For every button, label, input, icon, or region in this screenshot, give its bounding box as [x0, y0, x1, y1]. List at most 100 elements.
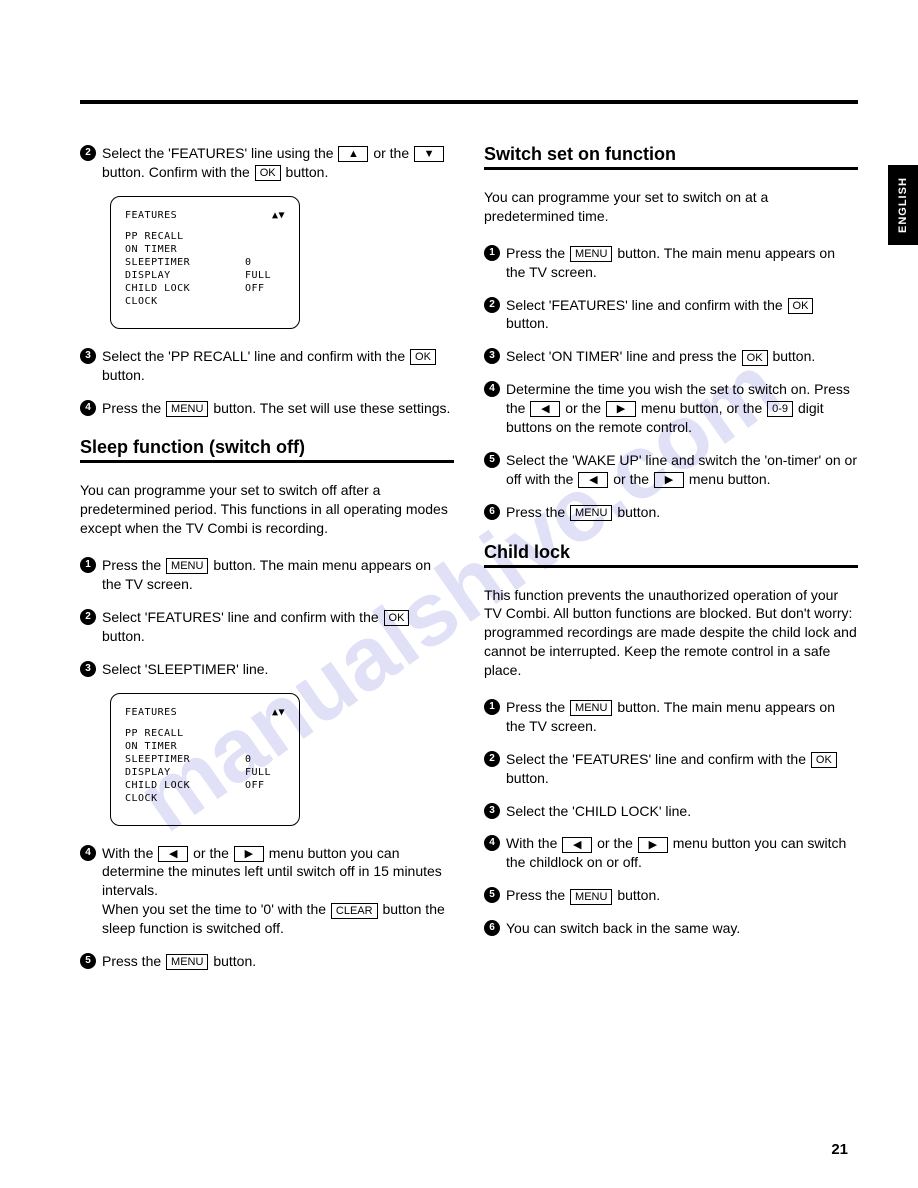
- screen-row-label: PP RECALL: [125, 230, 245, 243]
- step-text: Select the 'CHILD LOCK' line.: [506, 803, 691, 819]
- screen-row-value: [245, 230, 285, 243]
- left-column: 2 Select the 'FEATURES' line using the ▲…: [80, 144, 454, 985]
- screen-row-label: DISPLAY: [125, 766, 245, 779]
- menu-button-icon: MENU: [570, 246, 612, 262]
- switch-step-2: 2 Select 'FEATURES' line and confirm wit…: [484, 296, 858, 334]
- step-text: Press the: [102, 557, 161, 573]
- step-text: Select the 'PP RECALL' line and confirm …: [102, 348, 405, 364]
- top-divider: [80, 100, 858, 104]
- step-bullet: 2: [80, 145, 96, 161]
- step-text: button. Confirm with the: [102, 164, 250, 180]
- clear-button-icon: CLEAR: [331, 903, 378, 919]
- screen-row-label: ON TIMER: [125, 243, 245, 256]
- step-bullet: 5: [484, 452, 500, 468]
- step-bullet: 5: [484, 887, 500, 903]
- ok-button-icon: OK: [811, 752, 837, 768]
- switch-step-4: 4 Determine the time you wish the set to…: [484, 380, 858, 437]
- switch-intro: You can programme your set to switch on …: [484, 188, 858, 226]
- sleep-step-3: 3 Select 'SLEEPTIMER' line.: [80, 660, 454, 679]
- step-text: Press the: [506, 699, 565, 715]
- menu-button-icon: MENU: [570, 700, 612, 716]
- step-bullet: 1: [484, 699, 500, 715]
- step-text: button.: [617, 504, 660, 520]
- left-button-icon: ◀: [562, 837, 592, 853]
- step-text: Select the 'FEATURES' line using the: [102, 145, 334, 161]
- digits-button-icon: 0-9: [767, 401, 793, 417]
- step-text: Select the 'FEATURES' line and confirm w…: [506, 751, 806, 767]
- step-text: button.: [213, 953, 256, 969]
- sleep-step-2: 2 Select 'FEATURES' line and confirm wit…: [80, 608, 454, 646]
- step-text: Press the: [506, 504, 565, 520]
- page-number: 21: [831, 1141, 848, 1158]
- switch-step-1: 1 Press the MENU button. The main menu a…: [484, 244, 858, 282]
- menu-button-icon: MENU: [570, 505, 612, 521]
- step-text: button.: [506, 315, 549, 331]
- step-text: menu button you can switch the childlock…: [506, 835, 846, 870]
- step-4: 4 Press the MENU button. The set will us…: [80, 399, 454, 418]
- child-step-6: 6 You can switch back in the same way.: [484, 919, 858, 938]
- step-bullet: 6: [484, 504, 500, 520]
- step-text: or the: [565, 400, 601, 416]
- left-button-icon: ◀: [578, 472, 608, 488]
- left-button-icon: ◀: [530, 401, 560, 417]
- child-heading: Child lock: [484, 542, 858, 568]
- ok-button-icon: OK: [788, 298, 814, 314]
- sleep-step-4: 4 With the ◀ or the ▶ menu button you ca…: [80, 844, 454, 938]
- screen-row-label: PP RECALL: [125, 727, 245, 740]
- step-bullet: 3: [484, 803, 500, 819]
- screen-row-label: CHILD LOCK: [125, 779, 245, 792]
- step-bullet: 3: [80, 661, 96, 677]
- step-bullet: 3: [80, 348, 96, 364]
- step-bullet: 2: [80, 609, 96, 625]
- right-button-icon: ▶: [654, 472, 684, 488]
- step-text: button.: [617, 887, 660, 903]
- step-text: Press the: [506, 245, 565, 261]
- screen-row-value: [245, 740, 285, 753]
- child-step-2: 2 Select the 'FEATURES' line and confirm…: [484, 750, 858, 788]
- step-bullet: 6: [484, 920, 500, 936]
- features-screen: FEATURES ▲▼ PP RECALL ON TIMER SLEEPTIME…: [110, 196, 300, 329]
- step-text: menu button you can determine the minute…: [102, 845, 442, 899]
- screen-row-value: FULL: [245, 766, 285, 779]
- step-text: button.: [772, 348, 815, 364]
- screen-row-label: CLOCK: [125, 792, 245, 805]
- step-bullet: 5: [80, 953, 96, 969]
- sleep-heading: Sleep function (switch off): [80, 437, 454, 463]
- switch-step-6: 6 Press the MENU button.: [484, 503, 858, 522]
- step-text: Select 'FEATURES' line and confirm with …: [102, 609, 379, 625]
- child-intro: This function prevents the unauthorized …: [484, 586, 858, 680]
- screen-row-label: CLOCK: [125, 295, 245, 308]
- right-button-icon: ▶: [638, 837, 668, 853]
- ok-button-icon: OK: [742, 350, 768, 366]
- screen-row-value: [245, 295, 285, 308]
- step-text: With the: [506, 835, 557, 851]
- step-text: menu button, or the: [641, 400, 762, 416]
- features-screen-2: FEATURES ▲▼ PP RECALL ON TIMER SLEEPTIME…: [110, 693, 300, 826]
- screen-title: FEATURES: [125, 706, 177, 719]
- step-text: Press the: [506, 887, 565, 903]
- screen-indicator-icon: ▲▼: [272, 706, 285, 719]
- child-step-4: 4 With the ◀ or the ▶ menu button you ca…: [484, 834, 858, 872]
- step-bullet: 4: [80, 400, 96, 416]
- child-step-3: 3 Select the 'CHILD LOCK' line.: [484, 802, 858, 821]
- menu-button-icon: MENU: [570, 889, 612, 905]
- screen-row-label: ON TIMER: [125, 740, 245, 753]
- step-bullet: 3: [484, 348, 500, 364]
- step-text: Select 'SLEEPTIMER' line.: [102, 661, 268, 677]
- step-text: button. The set will use these settings.: [213, 400, 450, 416]
- screen-title: FEATURES: [125, 209, 177, 222]
- up-button-icon: ▲: [338, 146, 368, 162]
- switch-heading: Switch set on function: [484, 144, 858, 170]
- step-text: or the: [373, 145, 409, 161]
- step-bullet: 4: [484, 381, 500, 397]
- step-text: button.: [286, 164, 329, 180]
- menu-button-icon: MENU: [166, 401, 208, 417]
- language-tab: ENGLISH: [888, 165, 918, 245]
- screen-row-value: 0: [245, 753, 285, 766]
- step-3: 3 Select the 'PP RECALL' line and confir…: [80, 347, 454, 385]
- step-text: or the: [193, 845, 229, 861]
- switch-step-3: 3 Select 'ON TIMER' line and press the O…: [484, 347, 858, 366]
- step-text: Select 'FEATURES' line and confirm with …: [506, 297, 783, 313]
- ok-button-icon: OK: [384, 610, 410, 626]
- step-bullet: 4: [80, 845, 96, 861]
